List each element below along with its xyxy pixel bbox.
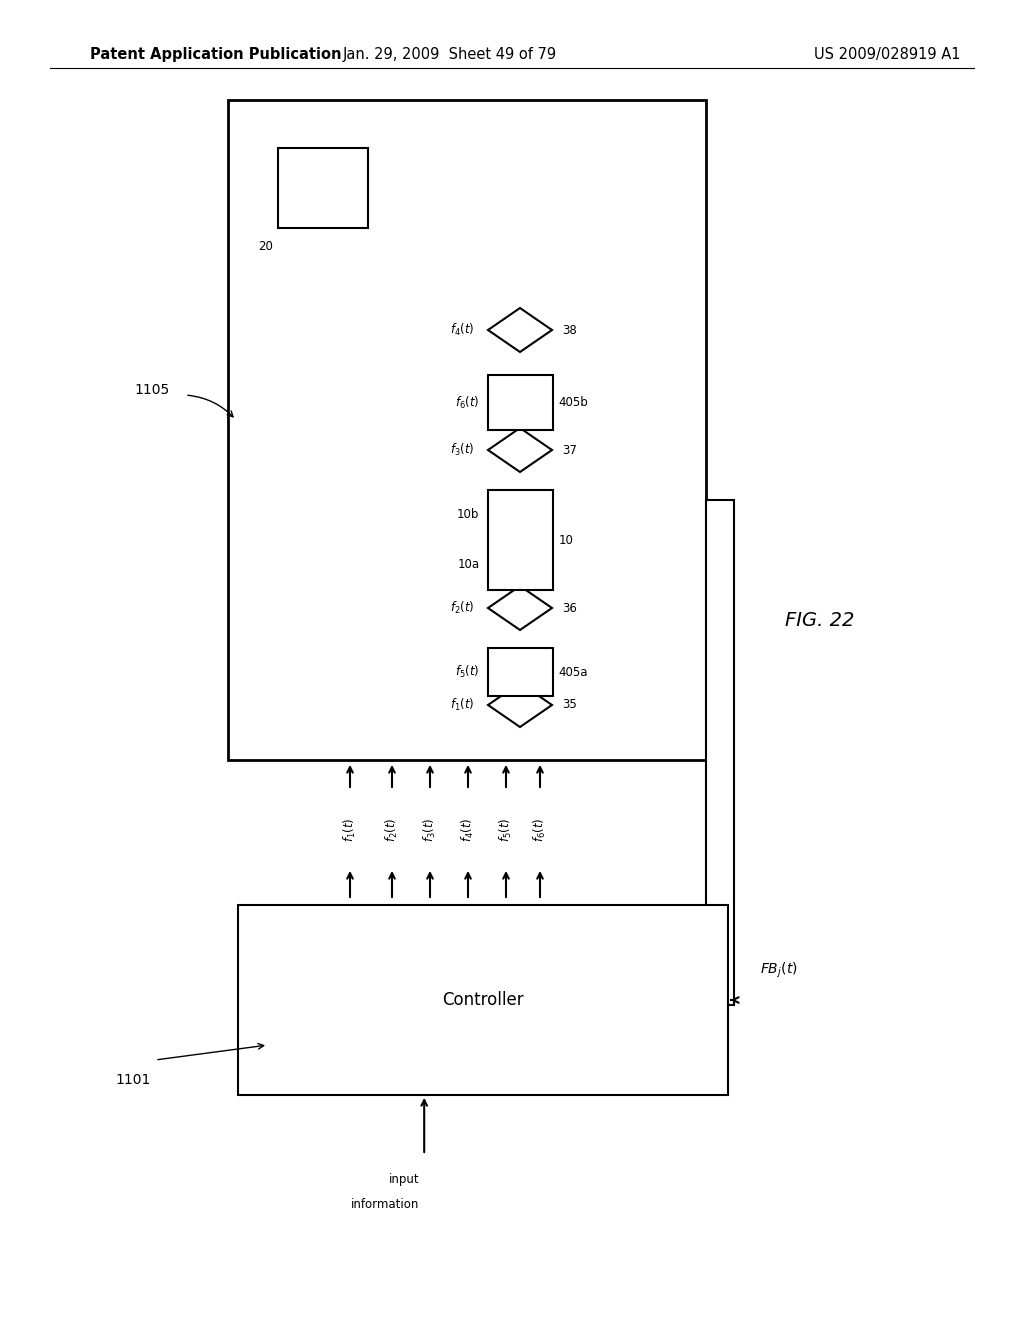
Text: 36: 36	[562, 602, 577, 615]
Polygon shape	[488, 682, 552, 727]
Text: Patent Application Publication: Patent Application Publication	[90, 48, 341, 62]
Text: 1101: 1101	[115, 1073, 151, 1086]
Text: 10: 10	[558, 533, 573, 546]
Polygon shape	[488, 308, 552, 352]
Text: FIG. 22: FIG. 22	[785, 610, 855, 630]
Text: $f_1(t)$: $f_1(t)$	[451, 697, 475, 713]
Text: $f_5(t)$: $f_5(t)$	[455, 664, 479, 680]
Bar	[278, 148, 368, 228]
Text: 405a: 405a	[558, 665, 588, 678]
Text: 35: 35	[562, 698, 577, 711]
Text: $f_1(t)$: $f_1(t)$	[342, 817, 358, 842]
Text: US 2009/028919 A1: US 2009/028919 A1	[813, 48, 961, 62]
Bar	[487, 490, 553, 590]
Text: information: information	[351, 1199, 419, 1212]
Bar	[228, 100, 706, 760]
Text: $FB_j(t)$: $FB_j(t)$	[760, 961, 798, 979]
Text: input: input	[388, 1173, 419, 1187]
Text: $f_3(t)$: $f_3(t)$	[451, 442, 475, 458]
Text: $f_4(t)$: $f_4(t)$	[460, 817, 476, 842]
Text: 405b: 405b	[558, 396, 588, 409]
Text: $f_3(t)$: $f_3(t)$	[422, 817, 438, 842]
Bar	[487, 648, 553, 696]
Bar	[706, 500, 734, 1005]
Text: 1105: 1105	[135, 383, 170, 397]
Text: $f_2(t)$: $f_2(t)$	[384, 817, 400, 842]
Polygon shape	[488, 428, 552, 473]
Text: $f_6(t)$: $f_6(t)$	[531, 817, 548, 842]
Text: $f_6(t)$: $f_6(t)$	[455, 395, 479, 411]
Bar	[238, 906, 728, 1096]
Polygon shape	[488, 586, 552, 630]
Text: $f_2(t)$: $f_2(t)$	[451, 601, 475, 616]
Text: 37: 37	[562, 444, 577, 457]
Text: 20: 20	[258, 239, 273, 252]
Text: 10a: 10a	[458, 558, 479, 572]
Text: $f_5(t)$: $f_5(t)$	[498, 817, 514, 842]
Text: Jan. 29, 2009  Sheet 49 of 79: Jan. 29, 2009 Sheet 49 of 79	[343, 48, 557, 62]
Text: 38: 38	[562, 323, 577, 337]
Text: Controller: Controller	[442, 991, 524, 1008]
Bar	[487, 375, 553, 430]
Text: $f_4(t)$: $f_4(t)$	[451, 322, 475, 338]
Text: 10b: 10b	[457, 508, 479, 521]
